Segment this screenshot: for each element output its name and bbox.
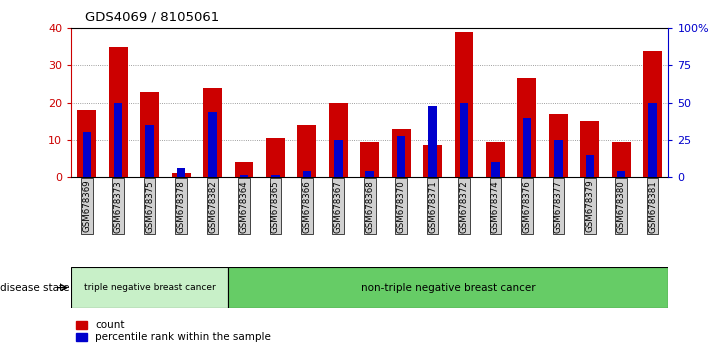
Bar xyxy=(586,155,594,177)
Text: non-triple negative breast cancer: non-triple negative breast cancer xyxy=(361,282,535,293)
Bar xyxy=(329,103,348,177)
Bar xyxy=(648,103,657,177)
Bar xyxy=(643,51,662,177)
Bar xyxy=(203,88,222,177)
Bar xyxy=(208,112,217,177)
Bar xyxy=(82,132,91,177)
Bar xyxy=(460,103,469,177)
Bar xyxy=(77,110,96,177)
Bar xyxy=(580,121,599,177)
Bar xyxy=(423,145,442,177)
Bar xyxy=(491,162,500,177)
Bar xyxy=(235,162,253,177)
Text: triple negative breast cancer: triple negative breast cancer xyxy=(84,283,215,292)
Bar xyxy=(617,171,626,177)
Bar xyxy=(266,138,285,177)
Bar xyxy=(365,171,374,177)
Bar xyxy=(109,47,128,177)
Bar xyxy=(171,173,191,177)
Bar xyxy=(454,32,474,177)
Bar xyxy=(360,142,379,177)
Bar xyxy=(611,142,631,177)
Bar xyxy=(303,171,311,177)
Bar xyxy=(177,168,186,177)
Bar xyxy=(297,125,316,177)
Bar xyxy=(71,267,228,308)
Legend: count, percentile rank within the sample: count, percentile rank within the sample xyxy=(76,320,271,342)
Bar xyxy=(549,114,568,177)
Bar xyxy=(334,140,343,177)
Bar xyxy=(397,136,405,177)
Bar xyxy=(146,125,154,177)
Bar xyxy=(228,267,668,308)
Bar xyxy=(428,106,437,177)
Bar xyxy=(114,103,122,177)
Bar xyxy=(518,79,536,177)
Bar xyxy=(271,175,279,177)
Bar xyxy=(392,129,410,177)
Bar xyxy=(486,142,505,177)
Bar xyxy=(140,92,159,177)
Bar xyxy=(523,118,531,177)
Bar xyxy=(240,175,248,177)
Bar xyxy=(554,140,562,177)
Text: disease state: disease state xyxy=(0,282,70,293)
Text: GDS4069 / 8105061: GDS4069 / 8105061 xyxy=(85,11,220,24)
